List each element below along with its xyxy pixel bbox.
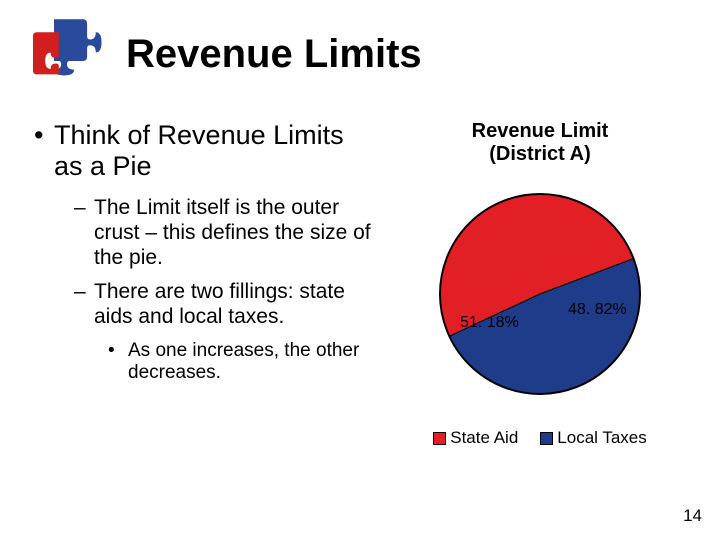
legend-swatch-icon [540, 432, 553, 445]
page-number: 14 [683, 506, 702, 526]
bullet-text: As one increases, the other decreases. [128, 340, 374, 385]
legend-label: State Aid [450, 428, 518, 448]
legend-item-state-aid: State Aid [433, 428, 518, 448]
puzzle-logo [30, 18, 110, 90]
legend-label: Local Taxes [557, 428, 646, 448]
bullet-level1: • Think of Revenue Limits as a Pie [34, 120, 374, 182]
bullet-text: Think of Revenue Limits as a Pie [54, 120, 374, 182]
slice-label-local-taxes: 48. 82% [568, 301, 627, 319]
bullet-level3: • As one increases, the other decreases. [108, 340, 374, 385]
pie-chart: Revenue Limit (District A) 51. 18% 48. 8… [400, 120, 680, 448]
chart-title-line1: Revenue Limit [472, 120, 609, 142]
slide-title: Revenue Limits [126, 33, 422, 75]
legend-item-local-taxes: Local Taxes [540, 428, 646, 448]
chart-title: Revenue Limit (District A) [400, 120, 680, 166]
bullet-level2: – The Limit itself is the outer crust – … [74, 196, 374, 270]
legend-swatch-icon [433, 432, 446, 445]
bullet-text: There are two fillings: state aids and l… [94, 280, 374, 330]
pie-canvas: 51. 18% 48. 82% [430, 184, 650, 404]
chart-legend: State Aid Local Taxes [400, 428, 680, 448]
bullet-list: • Think of Revenue Limits as a Pie – The… [34, 120, 374, 391]
chart-title-line2: (District A) [489, 143, 590, 165]
slice-label-state-aid: 51. 18% [460, 314, 519, 332]
bullet-level2: – There are two fillings: state aids and… [74, 280, 374, 330]
bullet-text: The Limit itself is the outer crust – th… [94, 196, 374, 270]
